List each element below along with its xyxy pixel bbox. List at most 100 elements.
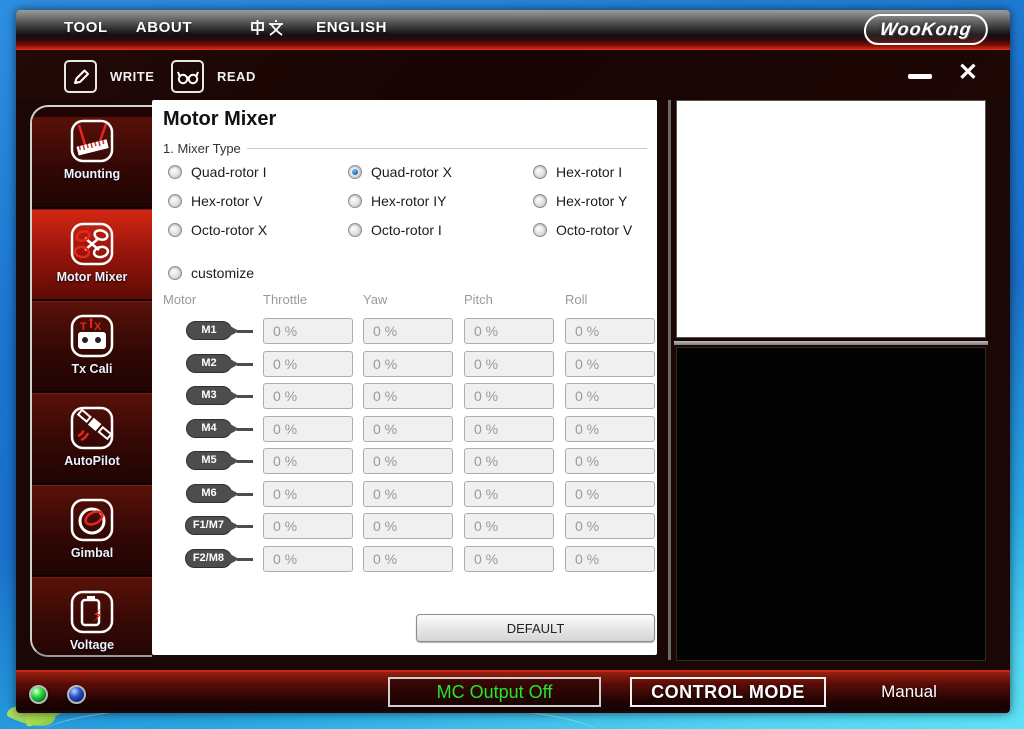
gimbal-icon [68, 496, 116, 544]
glasses-icon [171, 60, 204, 93]
mixer-input-throttle[interactable] [263, 480, 353, 507]
mixer-type-label: 1. Mixer Type [163, 141, 241, 156]
mixer-input-yaw[interactable] [363, 350, 453, 377]
mixer-input-yaw[interactable] [363, 448, 453, 474]
mixer-input-roll[interactable] [565, 480, 655, 507]
mixer-input-pitch[interactable] [464, 513, 554, 539]
mixer-input-yaw[interactable] [363, 383, 453, 409]
mixer-input-throttle[interactable] [263, 350, 353, 377]
menu-bar: TOOL ABOUT ENGLISH WooKong [16, 10, 1010, 50]
radio-icon [168, 266, 182, 280]
menu-item-about[interactable]: ABOUT [135, 19, 193, 36]
default-button[interactable]: DEFAULT [416, 614, 655, 642]
minimize-button[interactable] [908, 74, 932, 79]
radio-octo-rotor-i[interactable]: Octo-rotor I [348, 222, 442, 238]
mixer-input-pitch[interactable] [464, 448, 554, 474]
menu-item-chinese[interactable] [250, 19, 284, 38]
radio-icon [168, 165, 182, 179]
mixer-input-roll[interactable] [565, 415, 655, 442]
radio-label: Octo-rotor X [191, 222, 268, 238]
mixer-row-m2: M2 [152, 350, 657, 377]
column-header-yaw: Yaw [363, 292, 388, 307]
sidebar-item-label: Tx Cali [71, 362, 113, 376]
mixer-row-m3: M3 [152, 383, 657, 409]
radio-icon [533, 223, 547, 237]
mixer-input-yaw[interactable] [363, 318, 453, 344]
mixer-row-m4: M4 [152, 415, 657, 442]
sidebar-item-voltage[interactable]: Voltage [32, 577, 152, 655]
mixer-input-throttle[interactable] [263, 383, 353, 409]
mixer-input-yaw[interactable] [363, 513, 453, 539]
motor-badge: F2/M8 [184, 548, 254, 568]
radio-icon [168, 194, 182, 208]
sidebar-item-label: Mounting [63, 167, 121, 181]
mixer-input-throttle[interactable] [263, 448, 353, 474]
radio-label: Hex-rotor I [556, 164, 623, 180]
autopilot-icon [68, 404, 116, 452]
mixer-input-throttle[interactable] [263, 513, 353, 539]
pencil-icon [64, 60, 97, 93]
sidebar-item-label: Gimbal [70, 546, 114, 560]
vertical-splitter[interactable] [668, 100, 671, 660]
sidebar-item-mounting[interactable]: Mounting [32, 117, 152, 209]
mixer-input-throttle[interactable] [263, 545, 353, 572]
mixer-input-roll[interactable] [565, 383, 655, 409]
read-label: READ [217, 69, 256, 84]
radio-octo-rotor-v[interactable]: Octo-rotor V [533, 222, 632, 238]
radio-quad-rotor-x[interactable]: Quad-rotor X [348, 164, 452, 180]
mixer-input-roll[interactable] [565, 513, 655, 539]
voltage-icon [68, 588, 116, 636]
sidebar-item-motor-mixer[interactable]: Motor Mixer [32, 209, 152, 301]
mixer-type-group: 1. Mixer Type [163, 141, 647, 156]
sidebar-item-gimbal[interactable]: Gimbal [32, 485, 152, 577]
radio-hex-rotor-y[interactable]: Hex-rotor Y [533, 193, 627, 209]
write-button[interactable]: WRITE [64, 60, 154, 93]
radio-octo-rotor-x[interactable]: Octo-rotor X [168, 222, 267, 238]
sidebar-item-autopilot[interactable]: AutoPilot [32, 393, 152, 485]
menu-item-english[interactable]: ENGLISH [316, 19, 387, 36]
column-header-motor: Motor [163, 292, 197, 307]
toolbar: WRITE READ ✕ [16, 50, 1010, 100]
radio-hex-rotor-v[interactable]: Hex-rotor V [168, 193, 263, 209]
mixer-input-yaw[interactable] [363, 545, 453, 572]
status-bar: MC Output Off CONTROL MODE Manual [16, 670, 1010, 710]
mixer-input-roll[interactable] [565, 318, 655, 344]
mixer-input-yaw[interactable] [363, 480, 453, 507]
mixer-input-pitch[interactable] [464, 480, 554, 507]
radio-label: Hex-rotor V [191, 193, 263, 209]
mixer-input-pitch[interactable] [464, 350, 554, 377]
radio-hex-rotor-iy[interactable]: Hex-rotor IY [348, 193, 446, 209]
motor-mixer-icon [68, 220, 116, 268]
info-display-panel [676, 347, 986, 661]
mixer-input-pitch[interactable] [464, 545, 554, 572]
wookong-logo: WooKong [862, 14, 991, 45]
mixer-row-m6: M6 [152, 480, 657, 507]
column-header-roll: Roll [565, 292, 588, 307]
read-button[interactable]: READ [171, 60, 256, 93]
mixer-input-yaw[interactable] [363, 415, 453, 442]
menu-item-tool[interactable]: TOOL [64, 19, 108, 36]
mc-output-status: MC Output Off [388, 677, 601, 707]
sidebar-item-label: Voltage [69, 638, 115, 652]
sidebar: Mounting Motor Mixer T X Tx Cali AutoPilot Gim… [30, 105, 152, 657]
horizontal-splitter[interactable] [674, 341, 988, 345]
mixer-row-f1-m7: F1/M7 [152, 513, 657, 539]
radio-quad-rotor-i[interactable]: Quad-rotor I [168, 164, 266, 180]
mixer-row-m1: M1 [152, 318, 657, 344]
close-button[interactable]: ✕ [957, 59, 978, 86]
mixer-input-pitch[interactable] [464, 318, 554, 344]
mixer-input-pitch[interactable] [464, 415, 554, 442]
mixer-input-roll[interactable] [565, 448, 655, 474]
mixer-input-throttle[interactable] [263, 318, 353, 344]
mixer-input-roll[interactable] [565, 545, 655, 572]
mixer-input-throttle[interactable] [263, 415, 353, 442]
radio-customize[interactable]: customize [168, 265, 254, 281]
motor-badge: M3 [186, 386, 253, 405]
radio-hex-rotor-i[interactable]: Hex-rotor I [533, 164, 622, 180]
motor-badge: M2 [186, 353, 253, 373]
radio-label: Octo-rotor I [371, 222, 442, 238]
svg-text:T: T [80, 321, 87, 333]
mixer-input-pitch[interactable] [464, 383, 554, 409]
sidebar-item-tx-cali[interactable]: T X Tx Cali [32, 301, 152, 393]
mixer-input-roll[interactable] [565, 350, 655, 377]
